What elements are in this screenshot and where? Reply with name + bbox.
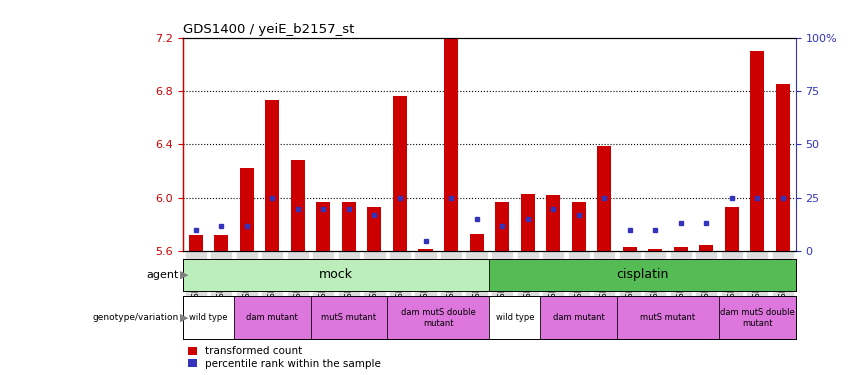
Bar — [311, 296, 387, 339]
Text: dam mutant: dam mutant — [553, 314, 604, 322]
Bar — [183, 259, 489, 291]
Bar — [617, 296, 719, 339]
Text: genotype/variation: genotype/variation — [93, 313, 179, 322]
Text: dam mutS double
mutant: dam mutS double mutant — [720, 308, 795, 327]
Bar — [387, 296, 489, 339]
Bar — [444, 38, 458, 251]
Bar — [234, 296, 311, 339]
Text: ▶: ▶ — [180, 270, 189, 279]
Legend: transformed count, percentile rank within the sample: transformed count, percentile rank withi… — [188, 346, 380, 369]
Bar — [240, 168, 254, 251]
Text: cisplatin: cisplatin — [616, 268, 669, 281]
Bar — [291, 160, 305, 251]
Bar — [725, 207, 739, 251]
Bar — [546, 195, 560, 251]
Bar — [623, 247, 637, 251]
Bar — [183, 296, 234, 339]
Bar — [317, 202, 330, 251]
Bar — [189, 235, 203, 251]
Text: ▶: ▶ — [180, 313, 189, 322]
Bar — [700, 244, 713, 251]
Text: agent: agent — [146, 270, 179, 279]
Bar — [751, 51, 764, 251]
Bar — [342, 202, 356, 251]
Bar — [489, 259, 796, 291]
Text: mutS mutant: mutS mutant — [641, 314, 695, 322]
Text: dam mutS double
mutant: dam mutS double mutant — [401, 308, 476, 327]
Bar — [674, 247, 688, 251]
Text: wild type: wild type — [495, 314, 534, 322]
Text: GDS1400 / yeiE_b2157_st: GDS1400 / yeiE_b2157_st — [183, 23, 354, 36]
Bar — [495, 202, 509, 251]
Text: mock: mock — [319, 268, 353, 281]
Bar — [214, 235, 228, 251]
Text: wild type: wild type — [189, 314, 228, 322]
Text: dam mutant: dam mutant — [247, 314, 298, 322]
Bar — [540, 296, 617, 339]
Bar — [266, 100, 279, 251]
Bar — [393, 96, 407, 251]
Bar — [776, 84, 790, 251]
Bar — [719, 296, 796, 339]
Bar — [597, 146, 611, 251]
Bar — [648, 249, 662, 251]
Bar — [572, 202, 585, 251]
Bar — [368, 207, 381, 251]
Bar — [521, 194, 534, 251]
Bar — [419, 249, 432, 251]
Bar — [489, 296, 540, 339]
Text: mutS mutant: mutS mutant — [322, 314, 376, 322]
Bar — [470, 234, 483, 251]
